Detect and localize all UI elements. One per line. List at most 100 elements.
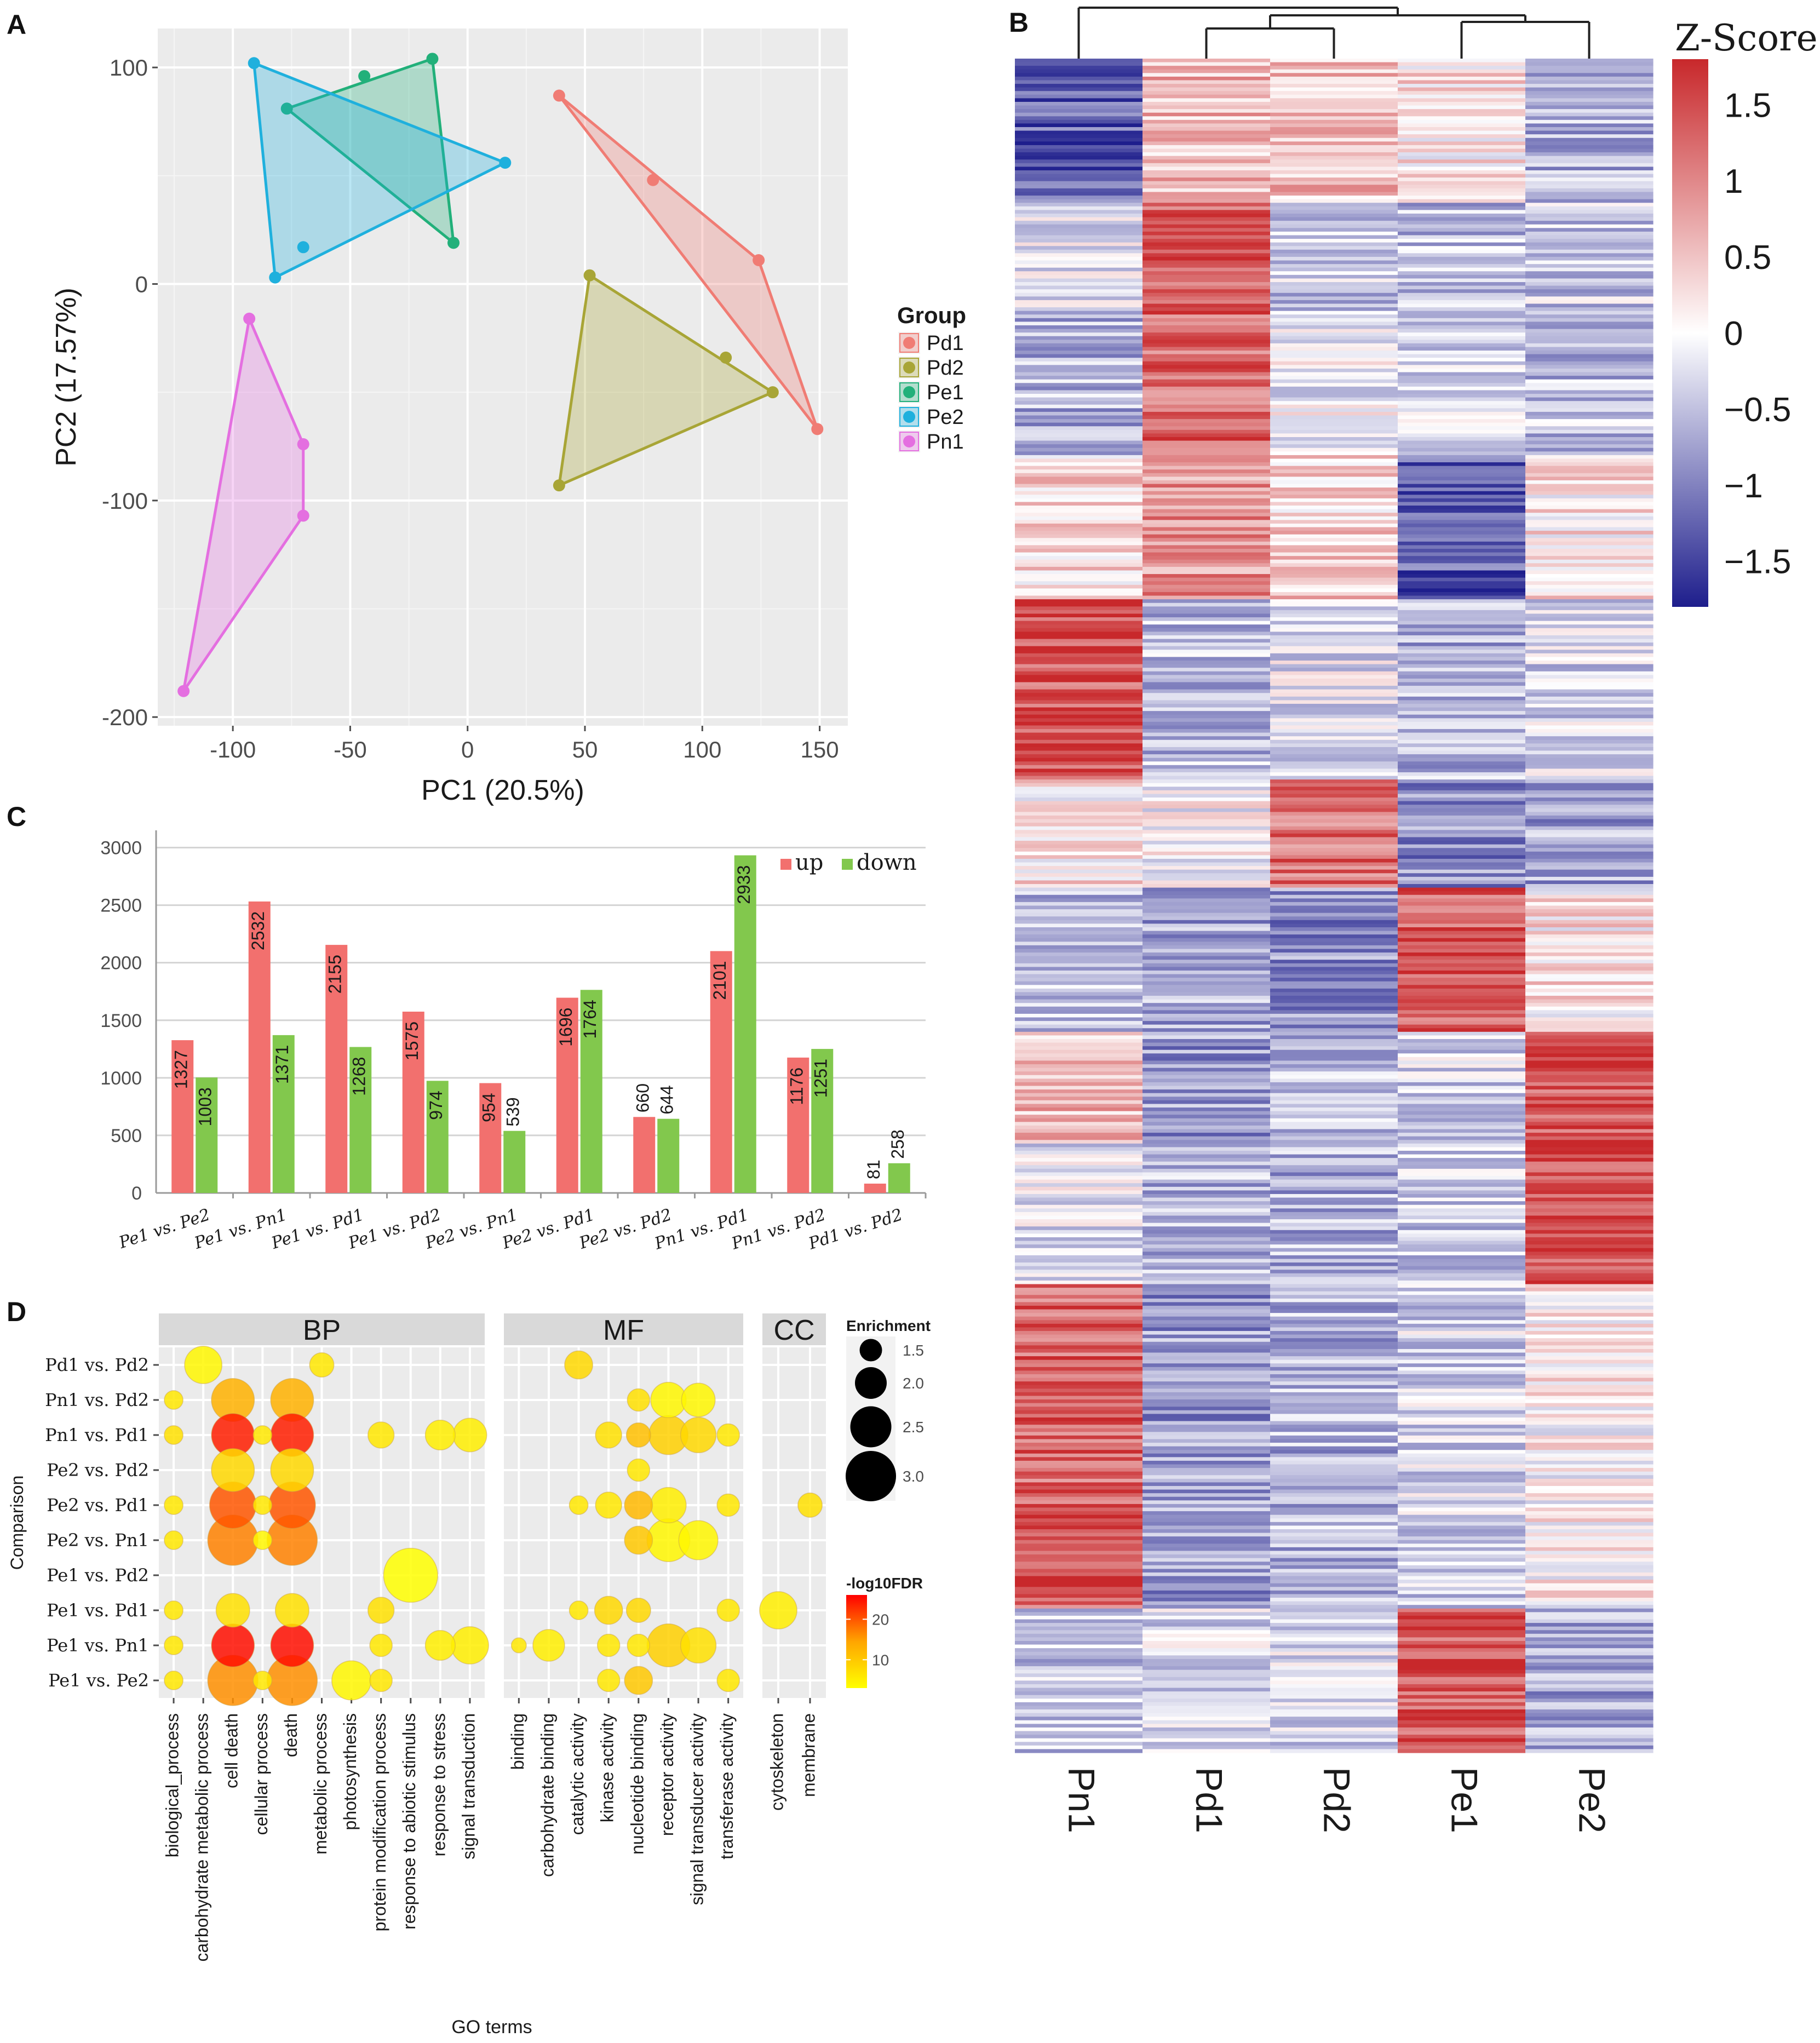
bar-down-pn1-vs-pd2 (811, 1049, 834, 1193)
heat-cell (1015, 588, 1143, 593)
heat-cell (1142, 1677, 1271, 1681)
heat-cell (1398, 999, 1526, 1003)
heat-cell (1015, 909, 1143, 914)
heat-cell (1398, 141, 1526, 146)
heat-cell (1270, 942, 1398, 946)
heat-cell (1142, 538, 1271, 542)
heat-cell (1142, 1161, 1271, 1166)
heat-cell (1525, 1633, 1653, 1638)
heat-cell (1142, 210, 1271, 214)
heat-cell (1398, 556, 1526, 560)
heat-cell (1525, 325, 1653, 330)
heat-cell (1270, 1590, 1398, 1595)
heat-cell (1525, 451, 1653, 456)
heat-cell (1015, 703, 1143, 708)
bar-label-up: 1575 (402, 1022, 422, 1060)
heat-cell (1398, 1093, 1526, 1097)
heat-cell (1015, 332, 1143, 337)
heat-cell (1525, 152, 1653, 157)
heat-cell (1142, 1407, 1271, 1411)
heat-cell (1142, 1193, 1271, 1198)
heat-cell (1398, 602, 1526, 607)
heat-cell (1015, 1031, 1143, 1036)
bubble-pe1-vs-pn1-protein-modification-process (369, 1633, 393, 1657)
heat-cell (1398, 833, 1526, 838)
heat-cell (1015, 433, 1143, 438)
heat-cell (1015, 404, 1143, 409)
heat-cell (1142, 285, 1271, 290)
heat-cell (1015, 1237, 1143, 1242)
heat-cell (1398, 1006, 1526, 1011)
bar-down-pe1-vs-pd1 (349, 1047, 372, 1193)
heat-cell (1270, 1172, 1398, 1177)
heat-cell (1015, 66, 1143, 70)
heat-cell (1015, 256, 1143, 261)
heat-cell (1142, 62, 1271, 66)
heat-cell (1270, 1392, 1398, 1397)
heat-cell (1270, 260, 1398, 265)
heat-cell (1525, 87, 1653, 91)
heat-cell (1525, 1035, 1653, 1040)
go-term-label: cell death (222, 1713, 242, 1788)
heat-cell (1525, 322, 1653, 326)
heat-cell (1142, 876, 1271, 881)
heat-cell (1398, 506, 1526, 510)
heat-cell (1525, 408, 1653, 412)
heat-cell (1142, 823, 1271, 827)
heat-cell (1398, 960, 1526, 964)
heat-cell (1142, 1648, 1271, 1652)
heat-cell (1270, 920, 1398, 925)
heat-cell (1142, 1107, 1271, 1112)
bubble-pn1-vs-pd1-response-to-stress (424, 1419, 456, 1451)
heat-cell (1142, 711, 1271, 715)
heat-cell (1525, 1626, 1653, 1631)
heat-cell (1270, 559, 1398, 564)
heat-cell (1015, 927, 1143, 932)
heat-cell (1142, 260, 1271, 265)
heat-cell (1015, 73, 1143, 77)
heat-cell (1015, 617, 1143, 622)
heat-cell (1398, 1100, 1526, 1105)
heat-cell (1525, 271, 1653, 276)
heat-cell (1015, 69, 1143, 73)
heat-cell (1270, 1215, 1398, 1220)
bar-down-pe2-vs-pd2 (657, 1118, 680, 1193)
heat-cell (1015, 812, 1143, 816)
heat-cell (1525, 206, 1653, 210)
comparison-label: Pe1 vs. Pn1 (47, 1635, 149, 1656)
heat-cell (1525, 725, 1653, 730)
heat-cell (1142, 296, 1271, 301)
heat-cell (1015, 1118, 1143, 1122)
heat-cell (1270, 1698, 1398, 1703)
heat-cell (1270, 1133, 1398, 1137)
bubble-pe1-vs-pn1-cell-death (211, 1623, 255, 1667)
heat-cell (1398, 174, 1526, 178)
heat-cell (1142, 419, 1271, 423)
heat-cell (1142, 1615, 1271, 1620)
heat-cell (1015, 213, 1143, 218)
heat-cell (1398, 1161, 1526, 1166)
heat-cell (1525, 1738, 1653, 1742)
heat-cell (1525, 311, 1653, 315)
heat-cell (1270, 311, 1398, 315)
heat-cell (1015, 1186, 1143, 1191)
heat-cell (1015, 141, 1143, 146)
heat-cell (1142, 1165, 1271, 1169)
heat-cell (1015, 592, 1143, 596)
heat-cell (1270, 242, 1398, 246)
facet-strip-cc (762, 1313, 826, 1345)
y-tick-label: 1000 (100, 1068, 142, 1089)
heat-cell (1142, 300, 1271, 305)
heat-cell (1270, 884, 1398, 888)
heat-cell (1398, 858, 1526, 863)
heat-cell (1525, 1572, 1653, 1577)
heat-cell (1015, 199, 1143, 203)
heat-cell (1525, 516, 1653, 520)
heat-cell (1142, 1414, 1271, 1418)
heat-cell (1270, 404, 1398, 409)
heat-cell (1525, 1486, 1653, 1490)
heat-cell (1525, 1313, 1653, 1317)
heat-cell (1525, 469, 1653, 474)
heat-cell (1398, 119, 1526, 124)
heat-cell (1398, 170, 1526, 175)
